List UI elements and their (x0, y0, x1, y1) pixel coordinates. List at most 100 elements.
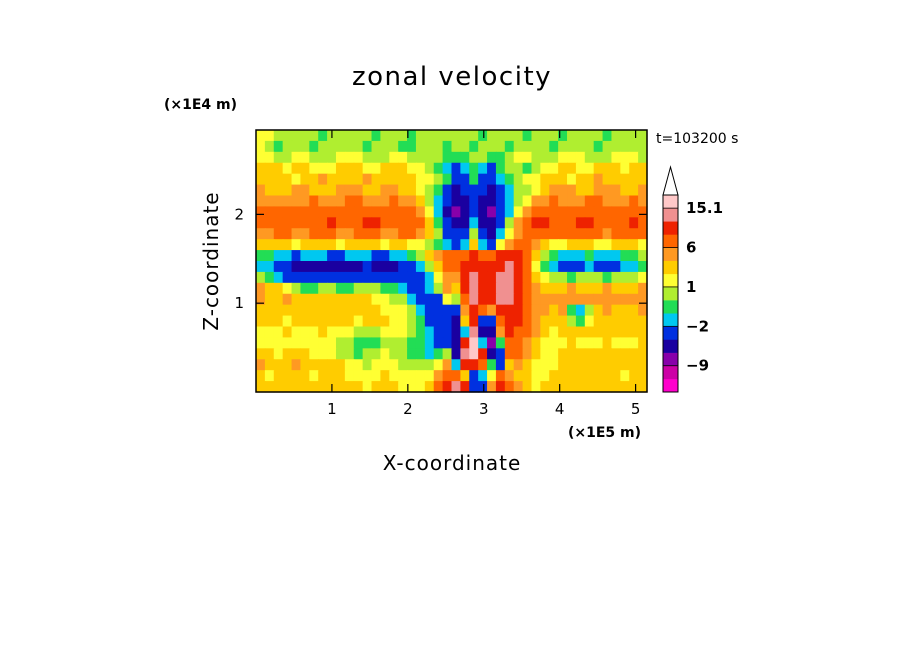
heatmap-cell (327, 195, 337, 208)
heatmap-cell (389, 239, 399, 251)
heatmap-cell (353, 261, 364, 273)
heatmap-cell (424, 228, 435, 240)
heatmap-cell (371, 184, 382, 197)
heatmap-cell (549, 206, 559, 218)
heatmap-cell (513, 261, 524, 273)
heatmap-cell (575, 151, 586, 164)
heatmap-cell (398, 370, 408, 382)
heatmap-cell (389, 326, 399, 339)
heatmap-cell (407, 370, 417, 382)
heatmap-cell (540, 326, 550, 339)
heatmap-cell (389, 130, 399, 142)
heatmap-cell (389, 195, 399, 208)
heatmap-cell (558, 337, 568, 349)
colorbar-swatch (663, 221, 678, 235)
heatmap-cell (344, 304, 355, 317)
heatmap-cell (478, 173, 488, 186)
heatmap-cell (602, 162, 613, 175)
heatmap-cell (487, 151, 497, 164)
heatmap-cell (256, 206, 266, 218)
heatmap-cell (442, 228, 453, 240)
heatmap-cell (398, 348, 408, 360)
heatmap-cell (318, 228, 328, 240)
heatmap-cell (611, 151, 621, 164)
heatmap-cell (495, 304, 506, 317)
heatmap-cell (638, 261, 648, 273)
heatmap-cell (309, 140, 319, 153)
heatmap-cell (398, 151, 408, 164)
heatmap-cell (504, 348, 515, 360)
heatmap-cell (495, 271, 506, 284)
heatmap-cell (424, 250, 435, 262)
heatmap-cell (487, 370, 497, 382)
heatmap-cell (451, 370, 461, 382)
heatmap-cell (540, 370, 550, 382)
heatmap-cell (256, 304, 266, 317)
heatmap-cell (318, 261, 328, 273)
heatmap-cell (513, 228, 524, 240)
heatmap-cell (327, 184, 337, 197)
heatmap-cell (273, 381, 284, 393)
heatmap-cell (584, 315, 595, 328)
heatmap-cell (442, 173, 453, 186)
heatmap-cell (327, 282, 337, 295)
heatmap-cell (504, 315, 515, 328)
heatmap-cell (282, 195, 293, 208)
heatmap-cell (371, 381, 382, 393)
heatmap-cell (380, 206, 390, 218)
heatmap-cell (478, 162, 488, 175)
heatmap-cell (460, 228, 470, 240)
heatmap-cell (584, 359, 595, 371)
heatmap-cell (575, 184, 586, 197)
heatmap-cell (335, 304, 346, 317)
heatmap-cell (442, 381, 453, 393)
heatmap-cell (558, 130, 568, 142)
heatmap-cell (389, 162, 399, 175)
heatmap-cell (487, 271, 497, 284)
heatmap-cell (424, 173, 435, 186)
heatmap-cell (629, 282, 639, 295)
heatmap-cell (353, 315, 364, 328)
heatmap-cell (620, 293, 630, 306)
heatmap-cell (531, 348, 541, 360)
heatmap-cell (335, 239, 346, 251)
heatmap-cell (629, 293, 639, 306)
heatmap-cell (273, 282, 284, 295)
heatmap-cell (584, 162, 595, 175)
heatmap-cell (602, 239, 613, 251)
heatmap-cell (522, 326, 533, 339)
heatmap-cell (638, 304, 648, 317)
heatmap-cell (575, 337, 586, 349)
heatmap-cell (451, 359, 461, 371)
heatmap-cell (264, 381, 275, 393)
heatmap-cell (620, 381, 630, 393)
heatmap-cell (469, 239, 479, 251)
heatmap-cell (273, 173, 284, 186)
heatmap-cell (460, 326, 470, 339)
heatmap-cell (584, 337, 595, 349)
heatmap-cell (442, 293, 453, 306)
heatmap-cell (602, 315, 613, 328)
heatmap-cell (602, 282, 613, 295)
heatmap-cell (282, 359, 293, 371)
heatmap-cell (549, 250, 559, 262)
heatmap-cell (629, 359, 639, 371)
heatmap-cell (291, 315, 302, 328)
heatmap-cell (549, 326, 559, 339)
heatmap-cell (611, 250, 621, 262)
heatmap-cell (504, 250, 515, 262)
heatmap-cell (327, 206, 337, 218)
heatmap-cell (629, 239, 639, 251)
heatmap-cell (567, 250, 577, 262)
heatmap-cell (531, 282, 541, 295)
heatmap-cell (522, 239, 533, 251)
heatmap-cell (353, 326, 364, 339)
heatmap-cell (593, 239, 604, 251)
heatmap-cell (415, 293, 426, 306)
heatmap-cell (620, 359, 630, 371)
heatmap-cell (593, 370, 604, 382)
x-tick-label: 5 (631, 400, 641, 418)
heatmap-cell (567, 304, 577, 317)
axes: 1 2 3 4 5 1 2 (234, 130, 647, 418)
heatmap-cell (256, 217, 266, 229)
